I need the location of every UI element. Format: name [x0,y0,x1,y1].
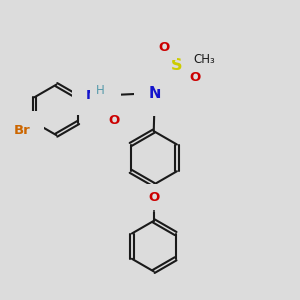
Text: O: O [148,190,159,204]
Text: H: H [96,84,105,97]
Text: O: O [190,70,201,83]
Text: S: S [171,58,183,73]
Text: CH₃: CH₃ [194,53,215,66]
Text: O: O [159,41,170,54]
Text: NH: NH [85,89,108,102]
Text: O: O [108,114,119,127]
Text: Br: Br [14,124,31,137]
Text: N: N [148,86,161,101]
